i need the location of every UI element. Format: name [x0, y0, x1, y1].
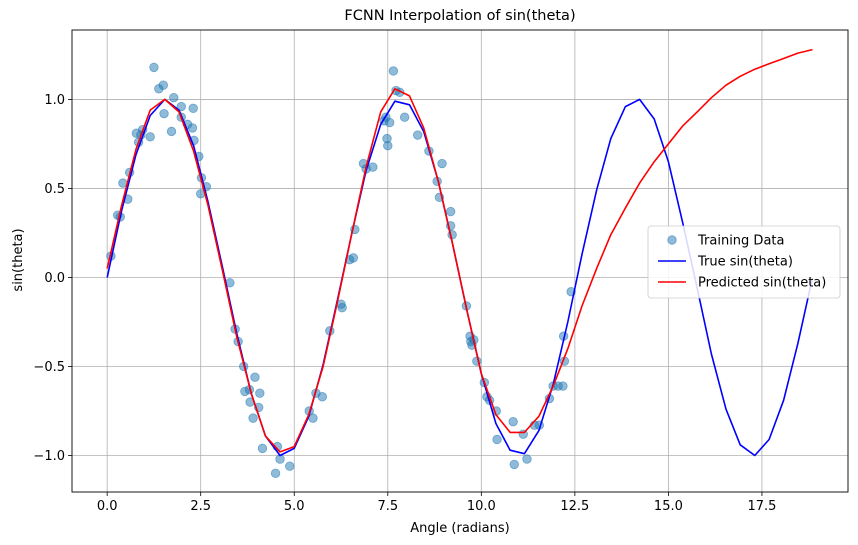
training-data-point — [337, 303, 347, 313]
training-data-point — [558, 381, 568, 391]
x-tick-label: 15.0 — [654, 499, 683, 514]
x-tick-label: 5.0 — [284, 499, 305, 514]
x-tick-label: 17.5 — [747, 499, 776, 514]
training-data-point — [437, 158, 447, 169]
training-data-point — [285, 461, 295, 471]
training-data-point — [445, 206, 456, 217]
training-data-point — [159, 108, 169, 119]
legend-entry-label: True sin(theta) — [697, 255, 793, 270]
grid-lines — [72, 30, 848, 492]
legend-entry-label: Predicted sin(theta) — [698, 276, 826, 291]
x-tick-label: 10.0 — [467, 499, 496, 514]
x-axis-ticks: 0.0 2.5 5.0 7.5 10.0 12.5 15.0 17.5 — [97, 492, 776, 514]
training-data-point — [257, 443, 268, 454]
training-data-point — [187, 123, 198, 133]
training-data-point — [368, 162, 378, 172]
training-data-point — [248, 413, 258, 423]
training-data-point — [145, 132, 155, 142]
chart-title: FCNN Interpolation of sin(theta) — [344, 8, 575, 24]
training-data-point — [250, 372, 260, 382]
training-data-point — [255, 388, 265, 398]
training-data-point — [270, 468, 281, 479]
x-tick-label: 0.0 — [97, 499, 118, 514]
legend-box — [647, 225, 841, 299]
scatter-points — [106, 62, 576, 479]
training-data-point — [188, 103, 198, 114]
legend-marker-training-data — [667, 235, 677, 245]
x-tick-label: 12.5 — [560, 499, 589, 514]
y-axis-ticks: −1.0 −0.5 0.0 0.5 1.0 — [33, 93, 72, 464]
x-axis-label: Angle (radians) — [410, 521, 509, 536]
training-data-point — [169, 92, 179, 103]
training-data-point — [509, 459, 519, 470]
training-data-point — [384, 117, 395, 128]
training-data-point — [348, 253, 359, 263]
legend-entry-label: Training Data — [697, 234, 784, 249]
training-data-point — [492, 434, 502, 445]
training-data-point — [388, 66, 399, 76]
training-data-point — [317, 392, 328, 402]
training-data-point — [383, 141, 393, 151]
y-axis-label: sin(theta) — [11, 228, 26, 291]
training-data-point — [149, 62, 159, 73]
plot-frame — [71, 29, 849, 493]
y-tick-label: −1.0 — [33, 449, 65, 464]
training-data-point — [413, 130, 423, 140]
y-tick-label: −0.5 — [33, 360, 65, 375]
y-tick-label: 0.0 — [44, 271, 65, 286]
legend: Training Data True sin(theta) Predicted si… — [647, 225, 841, 299]
y-tick-label: 1.0 — [44, 93, 65, 108]
training-data-point — [166, 126, 177, 137]
training-data-point — [522, 454, 532, 464]
x-tick-label: 2.5 — [190, 499, 211, 514]
y-tick-label: 0.5 — [44, 182, 65, 197]
x-tick-label: 7.5 — [377, 499, 398, 514]
training-data-point — [508, 416, 518, 427]
training-data-point — [399, 112, 410, 122]
training-data-point — [176, 101, 186, 112]
predicted-sin-line — [106, 48, 813, 453]
training-data-point — [158, 80, 168, 90]
